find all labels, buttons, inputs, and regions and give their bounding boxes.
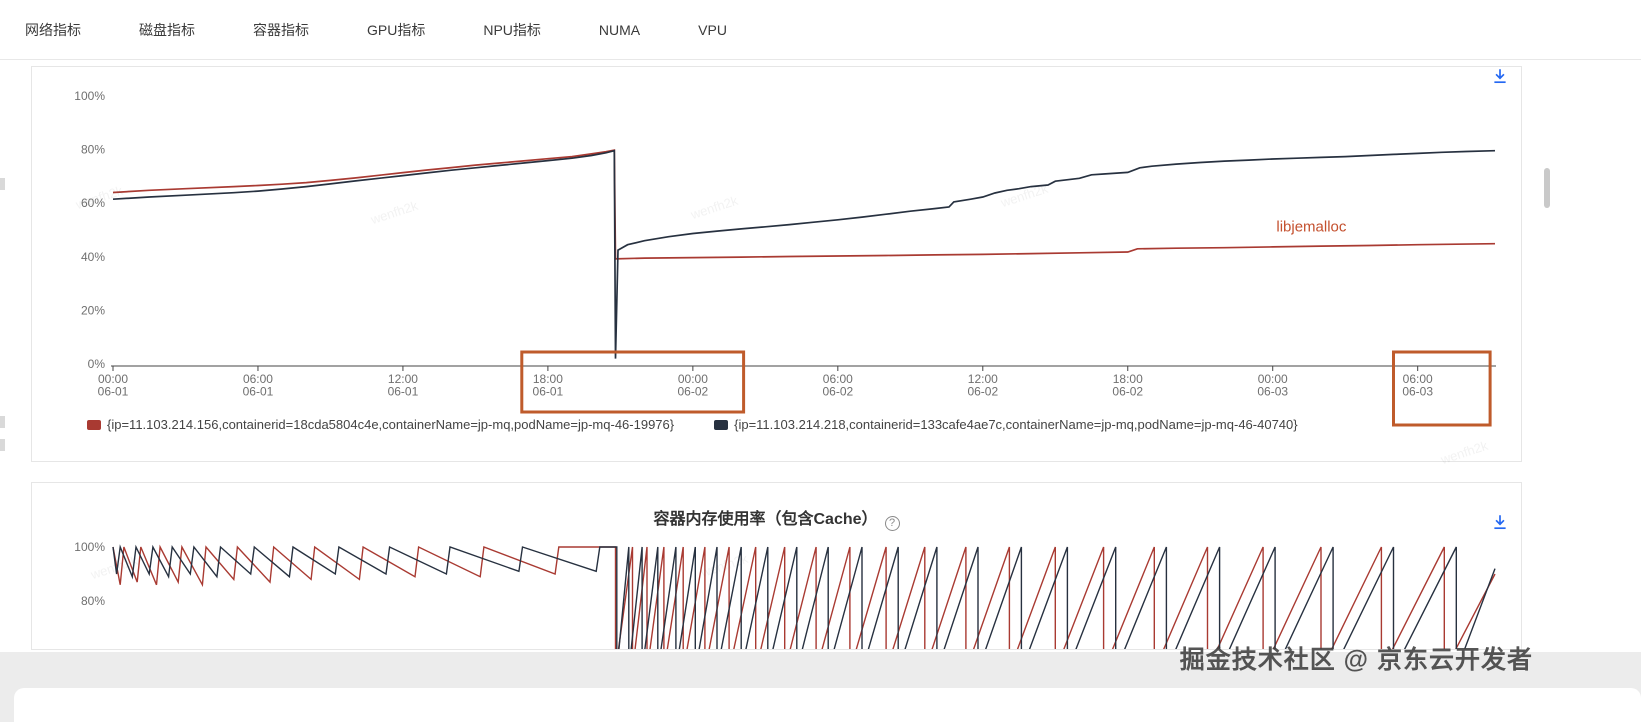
time-range-highlight-box	[1392, 350, 1492, 427]
series-line-1	[112, 544, 1496, 649]
legend-item-pod-40740[interactable]: {ip=11.103.214.218,containerid=133cafe4a…	[714, 417, 1298, 432]
vertical-scrollbar[interactable]	[1544, 168, 1550, 208]
footer-watermark: 掘金技术社区 @ 京东云开发者	[1179, 646, 1533, 674]
help-icon[interactable]: ?	[884, 515, 900, 531]
tab-container-metrics[interactable]: 容器指标	[253, 21, 309, 38]
tab-npu-metrics[interactable]: NPU指标	[483, 21, 541, 38]
x-tick-label: 00:00 06-03	[1257, 372, 1288, 399]
y-tick-label: 0%	[88, 357, 106, 371]
y-tick-label: 100%	[74, 89, 105, 103]
legend-label: {ip=11.103.214.218,containerid=133cafe4a…	[734, 417, 1298, 432]
x-tick-label: 00:00 06-02	[678, 372, 709, 399]
clipped-edge-fragment	[0, 439, 5, 451]
tab-numa[interactable]: NUMA	[598, 21, 641, 38]
clipped-edge-fragment	[0, 178, 5, 190]
y-tick-label: 80%	[81, 594, 105, 608]
x-tick-label: 12:00 06-01	[388, 372, 419, 399]
y-tick-label: 40%	[81, 250, 105, 264]
next-panel-top-edge	[14, 688, 1641, 722]
metrics-tab-bar: 网络指标 磁盘指标 容器指标 GPU指标 NPU指标 NUMA VPU	[0, 0, 1641, 60]
x-tick-label: 06:00 06-03	[1402, 372, 1433, 399]
legend-swatch-red	[87, 419, 101, 430]
tab-vpu[interactable]: VPU	[698, 21, 727, 38]
x-tick-label: 00:00 06-01	[98, 372, 129, 399]
tab-network-metrics[interactable]: 网络指标	[25, 21, 81, 38]
tab-gpu-metrics[interactable]: GPU指标	[367, 21, 426, 38]
x-tick-label: 18:00 06-01	[533, 372, 564, 399]
series-line-0	[112, 149, 1496, 260]
x-tick-label: 06:00 06-01	[243, 372, 274, 399]
panel-title-text: 容器内存使用率（包含Cache）	[653, 511, 878, 528]
y-tick-label: 100%	[74, 540, 105, 554]
legend-item-pod-19976[interactable]: {ip=11.103.214.156,containerid=18cda5804…	[87, 417, 674, 432]
y-tick-label: 60%	[81, 196, 105, 210]
clipped-edge-fragment	[0, 416, 5, 428]
memory-usage-cache-panel: 容器内存使用率（包含Cache）? 100% 80%	[31, 482, 1522, 650]
x-tick-label: 06:00 06-02	[822, 372, 853, 399]
series-line-0	[112, 544, 1496, 649]
download-icon[interactable]	[1491, 67, 1509, 85]
memory-usage-panel: 0% 20% 40% 60% 80% 100% 00:00 06-01 06:00 06-01 12…	[31, 66, 1522, 462]
x-tick-label: 18:00 06-02	[1112, 372, 1143, 399]
x-tick-label: 12:00 06-02	[967, 372, 998, 399]
panel-title: 容器内存使用率（包含Cache）?	[32, 505, 1521, 531]
legend-label: {ip=11.103.214.156,containerid=18cda5804…	[107, 417, 675, 432]
chart-legend: {ip=11.103.214.156,containerid=18cda5804…	[87, 417, 1298, 432]
series-annotation: libjemalloc	[1276, 218, 1347, 235]
download-icon[interactable]	[1491, 513, 1509, 531]
tab-disk-metrics[interactable]: 磁盘指标	[139, 21, 195, 38]
memory-usage-chart: 0% 20% 40% 60% 80% 100% 00:00 06-01 06:00 06-01 12…	[74, 89, 1496, 427]
legend-swatch-dark	[714, 419, 729, 430]
time-range-highlight-box	[520, 350, 746, 414]
y-tick-label: 20%	[81, 303, 105, 317]
memory-usage-cache-chart: 100% 80%	[74, 540, 1496, 649]
y-tick-label: 80%	[81, 143, 105, 157]
series-line-1	[112, 149, 1496, 359]
